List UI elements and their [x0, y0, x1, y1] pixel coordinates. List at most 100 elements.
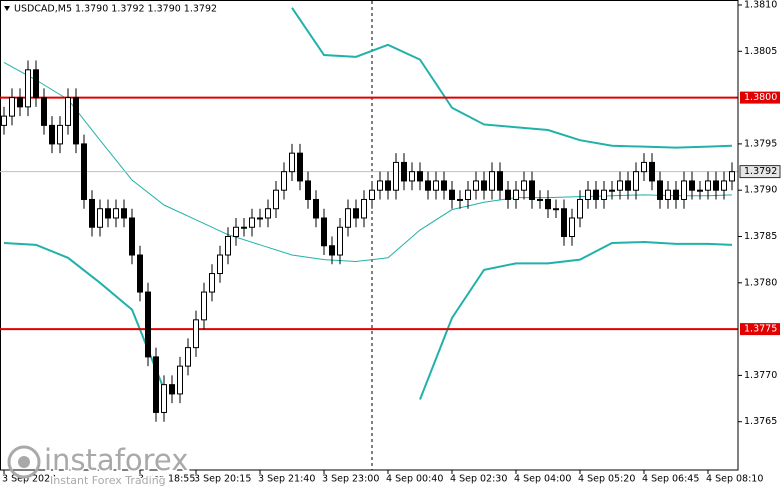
y-tick-label: 1.3795 [744, 138, 777, 149]
last-price-box [739, 165, 781, 179]
candle-body [457, 198, 463, 201]
x-tick-label: 3 Sep 21:40 [258, 474, 315, 485]
candle-body [569, 217, 575, 237]
candle-body [153, 356, 159, 413]
candle-body [105, 208, 111, 219]
candle-body [665, 189, 671, 200]
x-tick-label: 4 Sep 05:20 [578, 474, 635, 485]
x-tick-label: 3 Sep 20:15 [194, 474, 251, 485]
candle-body [73, 97, 79, 145]
candle-body [33, 69, 39, 99]
candle-body [721, 180, 727, 191]
candle-body [497, 171, 503, 191]
candle-body [417, 171, 423, 182]
candle-body [681, 180, 687, 200]
candle-body [313, 198, 319, 219]
candle-body [505, 189, 511, 200]
candle-body [49, 124, 55, 145]
chart-title: USDCAD,M5 1.3790 1.3792 1.3790 1.3792 [14, 4, 217, 15]
candle-body [649, 161, 655, 182]
candle-body [369, 189, 375, 200]
candle-body [145, 291, 151, 358]
candle-body [137, 254, 143, 293]
candle-body [225, 236, 231, 256]
candle-body [305, 180, 311, 200]
y-tick-label: 1.3790 [744, 185, 777, 196]
candle-body [545, 198, 551, 210]
last-price-label: 1.3792 [744, 166, 777, 177]
watermark-tagline: Instant Forex Trading [50, 474, 166, 487]
candle-body [561, 208, 567, 238]
candle-body [289, 152, 295, 173]
candle-body [353, 208, 359, 219]
x-tick-label: 3 Sep 18:55 [138, 474, 195, 485]
level-label-box [740, 91, 780, 104]
candle-body [257, 217, 263, 220]
candle-body [713, 180, 719, 191]
candle-body [121, 208, 127, 219]
candle-body [481, 180, 487, 191]
y-tick-label: 1.3785 [744, 231, 777, 242]
candle-body [537, 198, 543, 201]
candle-body [393, 161, 399, 191]
candle-body [593, 189, 599, 200]
x-tick-label: 4 Sep 00:40 [386, 474, 443, 485]
candle-body [625, 180, 631, 191]
watermark: instaforex Instant Forex Trading [7, 442, 190, 489]
candle-body [281, 171, 287, 191]
candle-body [409, 171, 415, 182]
bollinger-band [3, 241, 733, 400]
watermark-brand: instaforex [44, 443, 188, 477]
y-tick-label: 1.3780 [744, 277, 777, 288]
candle-body [129, 217, 135, 256]
candle-body [441, 180, 447, 191]
watermark-logo [7, 445, 41, 479]
candle-body [345, 208, 351, 228]
candle-body [697, 189, 703, 192]
candle-body [337, 226, 343, 256]
candle-body [1, 115, 7, 126]
candle-body [585, 189, 591, 200]
candle-body [513, 189, 519, 200]
candle-body [41, 97, 47, 126]
candle-body [633, 171, 639, 191]
candle-body [249, 217, 255, 228]
candle-body [217, 254, 223, 275]
candle-body [97, 208, 103, 228]
candle-body [401, 161, 407, 182]
level-label: 1.3775 [744, 324, 777, 335]
candle-body [385, 180, 391, 191]
candle-body [89, 198, 95, 228]
candle-body [273, 189, 279, 210]
candle-body [81, 143, 87, 200]
level-label-box [740, 323, 780, 336]
candle-body [473, 180, 479, 191]
level-label: 1.3800 [744, 92, 777, 103]
plot-area [0, 7, 738, 422]
candle-body [425, 180, 431, 191]
candle-body [577, 198, 583, 219]
candle-body [657, 180, 663, 200]
candle-body [617, 180, 623, 191]
candle-body [601, 189, 607, 200]
x-tick-label: 4 Sep 04:00 [514, 474, 571, 485]
candle-body [553, 208, 559, 211]
candle-body [265, 208, 271, 219]
candle-body [465, 189, 471, 200]
candle-body [705, 180, 711, 191]
candle-body [729, 171, 735, 182]
y-tick-label: 1.3765 [744, 416, 777, 427]
candle-body [321, 217, 327, 247]
bollinger-band [3, 61, 733, 263]
y-tick-label: 1.3770 [744, 370, 777, 381]
candle-body [641, 161, 647, 173]
candle-body [209, 273, 215, 293]
candle-body [377, 180, 383, 191]
candle-body [201, 291, 207, 321]
candle-body [297, 152, 303, 182]
x-tick-label: 3 Sep 23:00 [322, 474, 379, 485]
candle-body [65, 97, 71, 126]
candle-body [25, 69, 31, 108]
